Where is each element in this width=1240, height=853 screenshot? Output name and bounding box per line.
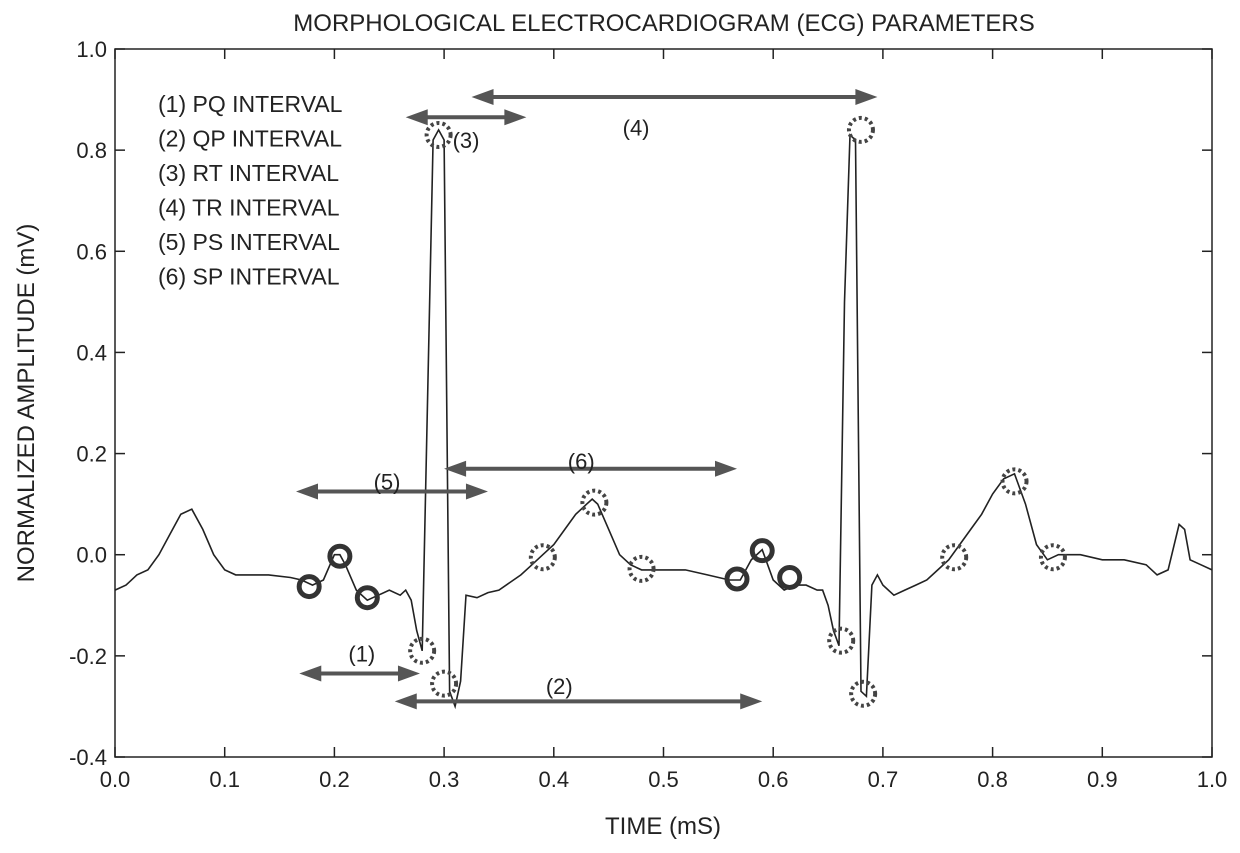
x-tick-label: 0.3 xyxy=(429,767,460,792)
hollow-circle-marker xyxy=(777,564,803,590)
legend-entry: (4) TR INTERVAL xyxy=(158,195,340,221)
dashed-circle-marker xyxy=(430,669,459,698)
y-tick-label: -0.4 xyxy=(69,745,107,770)
x-tick-label: 0.5 xyxy=(648,767,679,792)
x-tick-label: 1.0 xyxy=(1197,767,1228,792)
y-tick-label: 0.4 xyxy=(76,340,107,365)
y-tick-label: 0.2 xyxy=(76,442,107,467)
x-tick-label: 0.8 xyxy=(977,767,1008,792)
interval-arrow-head-left xyxy=(444,460,467,477)
x-tick-label: 0.9 xyxy=(1087,767,1118,792)
legend-entry: (5) PS INTERVAL xyxy=(158,229,340,255)
y-tick-label: -0.2 xyxy=(69,644,107,669)
y-tick-label: 0.8 xyxy=(76,138,107,163)
interval-arrow-head-right xyxy=(740,693,763,710)
x-tick-label: 0.0 xyxy=(100,767,131,792)
plot-frame xyxy=(114,48,1213,758)
hollow-circle-marker xyxy=(327,543,353,569)
interval-label: (6) xyxy=(568,449,595,474)
interval-label: (3) xyxy=(453,128,480,153)
interval-arrow-head-right xyxy=(465,483,488,500)
dashed-circle-marker xyxy=(528,543,557,572)
x-tick-label: 0.2 xyxy=(319,767,350,792)
interval-arrow-head-left xyxy=(405,109,428,126)
interval-arrow-head-right xyxy=(855,89,878,106)
y-axis-label: NORMALIZED AMPLITUDE (mV) xyxy=(13,224,40,583)
x-tick-label: 0.1 xyxy=(209,767,240,792)
interval-label: (2) xyxy=(546,674,573,699)
x-tick-label: 0.4 xyxy=(539,767,570,792)
interval-label: (4) xyxy=(623,115,650,140)
x-tick-label: 0.6 xyxy=(758,767,789,792)
hollow-circle-marker xyxy=(724,566,750,592)
dashed-circle-marker xyxy=(627,554,656,583)
dashed-circle-marker xyxy=(424,120,453,149)
interval-arrow-head-left xyxy=(296,483,319,500)
hollow-circle-marker xyxy=(749,538,775,564)
dashed-circle-marker xyxy=(827,626,856,655)
legend-entry: (3) RT INTERVAL xyxy=(158,160,339,186)
interval-arrow-head-right xyxy=(397,665,420,682)
chart-title: MORPHOLOGICAL ELECTROCARDIOGRAM (ECG) PA… xyxy=(293,10,1034,37)
interval-arrow-head-right xyxy=(714,460,737,477)
interval-arrow-head-left xyxy=(299,665,322,682)
interval-label: (5) xyxy=(374,469,401,494)
dashed-circle-marker xyxy=(1038,543,1067,572)
hollow-circle-marker xyxy=(296,574,322,600)
legend-entry: (6) SP INTERVAL xyxy=(158,264,340,290)
dashed-circle-marker xyxy=(580,488,609,517)
legend-entry: (1) PQ INTERVAL xyxy=(158,91,343,117)
dashed-circle-marker xyxy=(940,543,969,572)
legend-entry: (2) QP INTERVAL xyxy=(158,126,342,152)
y-tick-label: 1.0 xyxy=(76,37,107,62)
dashed-circle-marker xyxy=(1000,467,1029,496)
x-axis-label: TIME (mS) xyxy=(605,813,721,840)
y-tick-label: 0.0 xyxy=(76,543,107,568)
interval-arrow-head-left xyxy=(471,89,494,106)
ecg-series-line xyxy=(114,128,1213,710)
dashed-circle-marker xyxy=(846,115,875,144)
x-tick-label: 0.7 xyxy=(868,767,899,792)
interval-label: (1) xyxy=(348,641,375,666)
y-tick-label: 0.6 xyxy=(76,239,107,264)
interval-arrow-head-right xyxy=(504,109,527,126)
legend: (1) PQ INTERVAL (2) QP INTERVAL (3) RT INT… xyxy=(158,91,343,290)
hollow-circle-marker xyxy=(354,585,380,611)
dashed-circle-marker xyxy=(408,636,437,665)
interval-arrow-head-left xyxy=(394,693,417,710)
dashed-circle-marker xyxy=(849,679,878,708)
